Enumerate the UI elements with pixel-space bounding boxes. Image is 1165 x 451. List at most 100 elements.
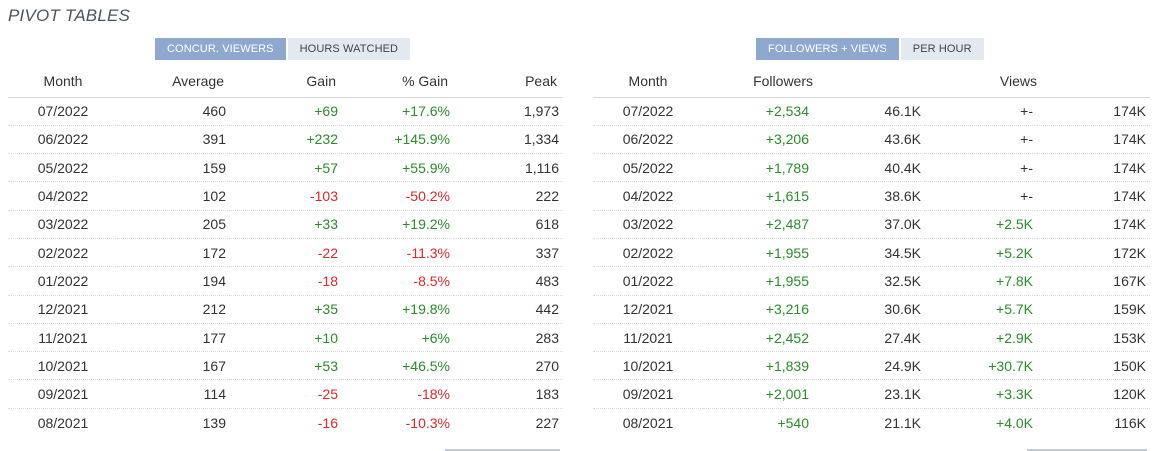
views-gain-cell: +7.8K [996, 272, 1033, 289]
pct-gain-cell: +46.5% [402, 357, 450, 374]
followers-gain-cell: +2,001 [765, 386, 809, 403]
followers-table-body: 07/2022 +2,534 46.1K +- 174K 06/2022 +3,206 43.… [593, 97, 1150, 437]
month-cell: 08/2021 [37, 414, 89, 431]
month-cell: 10/2021 [622, 357, 674, 374]
month-cell: 05/2022 [37, 159, 89, 176]
views-total-cell: 159K [1113, 301, 1146, 318]
views-total-cell: 167K [1113, 272, 1146, 289]
header-followers[interactable]: Followers [753, 73, 813, 90]
views-total-cell: 116K [1114, 414, 1146, 431]
table-header-row: Month Average Gain % Gain Peak [8, 66, 563, 97]
views-total-cell: 174K [1113, 103, 1146, 120]
peak-cell: 442 [535, 301, 559, 318]
pct-gain-cell: -8.5% [413, 272, 450, 289]
followers-total-cell: 27.4K [884, 329, 921, 346]
views-gain-cell: +5.2K [996, 244, 1033, 261]
pct-gain-cell: +19.8% [402, 301, 450, 318]
peak-cell: 1,116 [525, 159, 559, 176]
followers-total-cell: 24.9K [884, 357, 921, 374]
pct-gain-cell: +6% [421, 329, 450, 346]
table-row: 12/2021 212 +35 +19.8% 442 [8, 295, 563, 324]
table-row: 03/2022 +2,487 37.0K +2.5K 174K [593, 210, 1150, 239]
gain-cell: +232 [306, 131, 338, 148]
followers-total-cell: 37.0K [884, 216, 921, 233]
month-cell: 03/2022 [37, 216, 89, 233]
views-total-cell: 174K [1113, 159, 1146, 176]
header-average[interactable]: Average [172, 73, 224, 90]
table-row: 11/2021 +2,452 27.4K +2.9K 153K [593, 323, 1150, 352]
scroll-indicator[interactable] [1027, 449, 1147, 451]
views-gain-cell: +- [1020, 159, 1033, 176]
peak-cell: 618 [535, 216, 559, 233]
header-month[interactable]: Month [43, 73, 83, 90]
table-row: 01/2022 +1,955 32.5K +7.8K 167K [593, 267, 1150, 296]
views-gain-cell: +3.3K [996, 386, 1033, 403]
followers-total-cell: 43.6K [884, 131, 921, 148]
average-cell: 205 [202, 216, 226, 233]
views-total-cell: 174K [1113, 131, 1146, 148]
month-cell: 09/2021 [37, 386, 89, 403]
followers-gain-cell: +1,955 [765, 244, 809, 261]
table-row: 09/2021 +2,001 23.1K +3.3K 120K [593, 380, 1150, 409]
header-views[interactable]: Views [999, 73, 1037, 90]
table-row: 07/2022 460 +69 +17.6% 1,973 [8, 97, 563, 126]
month-cell: 11/2021 [623, 329, 673, 346]
table-row: 12/2021 +3,216 30.6K +5.7K 159K [593, 295, 1150, 324]
pct-gain-cell: -18% [417, 386, 450, 403]
average-cell: 139 [202, 414, 226, 431]
pct-gain-cell: +19.2% [402, 216, 450, 233]
views-gain-cell: +5.7K [996, 301, 1033, 318]
pct-gain-cell: +17.6% [402, 103, 450, 120]
viewers-pivot-table: Month Average Gain % Gain Peak 07/2022 46… [8, 66, 563, 437]
table-row: 06/2022 +3,206 43.6K +- 174K [593, 125, 1150, 154]
table-header-row: Month Followers Views [593, 66, 1150, 97]
tab-followers-views[interactable]: FOLLOWERS + VIEWS [756, 38, 899, 60]
views-gain-cell: +4.0K [996, 414, 1033, 431]
month-cell: 09/2021 [622, 386, 674, 403]
peak-cell: 227 [535, 414, 559, 431]
views-total-cell: 153K [1113, 329, 1146, 346]
peak-cell: 1,334 [523, 131, 559, 148]
gain-cell: +10 [314, 329, 338, 346]
peak-cell: 222 [535, 188, 559, 205]
followers-total-cell: 38.6K [884, 188, 921, 205]
views-gain-cell: +2.9K [996, 329, 1033, 346]
tab-per-hour[interactable]: PER HOUR [900, 38, 984, 60]
tab-concur-viewers[interactable]: CONCUR. VIEWERS [155, 38, 286, 60]
average-cell: 194 [202, 272, 226, 289]
table-row: 02/2022 +1,955 34.5K +5.2K 172K [593, 238, 1150, 267]
table-row: 10/2021 +1,839 24.9K +30.7K 150K [593, 352, 1150, 380]
header-peak[interactable]: Peak [525, 73, 557, 90]
table-row: 09/2021 114 -25 -18% 183 [8, 380, 563, 409]
month-cell: 05/2022 [622, 159, 674, 176]
table-row: 02/2022 172 -22 -11.3% 337 [8, 238, 563, 267]
gain-cell: +33 [314, 216, 338, 233]
followers-total-cell: 23.1K [884, 386, 921, 403]
month-cell: 11/2021 [38, 329, 88, 346]
table-row: 04/2022 +1,615 38.6K +- 174K [593, 182, 1150, 211]
header-pct-gain[interactable]: % Gain [402, 73, 448, 90]
gain-cell: -103 [309, 188, 338, 205]
month-cell: 04/2022 [622, 188, 674, 205]
scroll-indicator[interactable] [445, 449, 560, 451]
followers-total-cell: 21.1K [884, 414, 921, 431]
peak-cell: 483 [535, 272, 559, 289]
table-row: 07/2022 +2,534 46.1K +- 174K [593, 97, 1150, 126]
page-title: PIVOT TABLES [8, 6, 131, 25]
header-month[interactable]: Month [628, 73, 668, 90]
gain-cell: +53 [314, 357, 338, 374]
followers-gain-cell: +2,534 [765, 103, 809, 120]
table-row: 01/2022 194 -18 -8.5% 483 [8, 267, 563, 296]
tab-hours-watched[interactable]: HOURS WATCHED [287, 38, 411, 60]
table-row: 03/2022 205 +33 +19.2% 618 [8, 210, 563, 239]
month-cell: 01/2022 [37, 272, 89, 289]
peak-cell: 1,973 [523, 103, 559, 120]
pct-gain-cell: +55.9% [402, 159, 450, 176]
table-row: 04/2022 102 -103 -50.2% 222 [8, 182, 563, 211]
header-gain[interactable]: Gain [306, 73, 336, 90]
average-cell: 114 [203, 386, 226, 403]
month-cell: 07/2022 [37, 103, 89, 120]
pct-gain-cell: -50.2% [405, 188, 450, 205]
left-tab-group: CONCUR. VIEWERS HOURS WATCHED [155, 38, 411, 60]
views-gain-cell: +- [1020, 131, 1033, 148]
